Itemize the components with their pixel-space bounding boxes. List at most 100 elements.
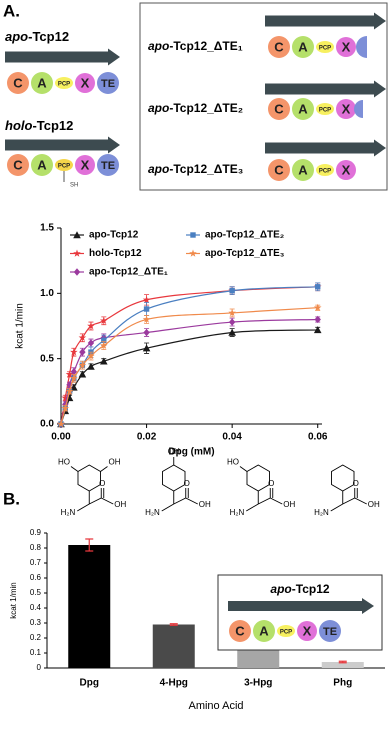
domain-label: PCP	[58, 164, 70, 170]
domain	[31, 154, 53, 176]
domain-label: A	[298, 101, 308, 116]
atom-label: O	[268, 479, 274, 488]
point	[315, 284, 321, 290]
x-tick-label: 4-Hpg	[160, 678, 188, 689]
arrow	[228, 598, 374, 614]
y-tick-label: 0.4	[30, 603, 42, 612]
atom-label: H₂N	[61, 508, 76, 517]
atom-label: OH	[168, 447, 180, 456]
legend-label: apo-Tcp12	[89, 230, 139, 241]
domain	[292, 36, 314, 58]
domain	[277, 625, 295, 637]
domain-label: PCP	[319, 108, 331, 114]
label-prefix: holo	[5, 118, 32, 133]
atom-label: O	[184, 479, 190, 488]
domain	[55, 159, 73, 171]
x-tick-label: 0.04	[222, 432, 242, 443]
label-prefix: apo	[5, 29, 28, 44]
bond	[70, 466, 79, 472]
domain-label: C	[274, 39, 284, 54]
point	[142, 315, 151, 323]
legend-label: holo-Tcp12	[89, 248, 142, 259]
series-line	[60, 318, 318, 425]
domain	[297, 621, 317, 641]
point	[228, 328, 236, 336]
atom-label: OH	[114, 500, 126, 509]
legend-marker	[73, 231, 81, 239]
x-tick-label: Phg	[333, 678, 352, 689]
x-tick-label: 3-Hpg	[244, 678, 272, 689]
domain	[316, 103, 334, 115]
domain	[319, 620, 341, 642]
arrow	[5, 48, 120, 66]
y-axis-label: kcat 1/min	[9, 582, 18, 618]
atom-label: OH	[283, 500, 295, 509]
domain-fragment	[356, 36, 367, 58]
point	[143, 328, 150, 337]
arrow	[5, 136, 120, 154]
thiol-label: SH	[70, 183, 78, 189]
y-tick-label: 1.0	[40, 288, 54, 299]
point	[142, 344, 151, 352]
domain-label: A	[37, 157, 47, 172]
legend-marker	[73, 268, 81, 276]
x-tick-label: Dpg	[80, 678, 99, 689]
point	[65, 370, 74, 378]
point	[61, 393, 70, 402]
label-name: -Tcp12	[32, 118, 73, 133]
label-prefix: apo	[270, 582, 291, 596]
domain-label: X	[303, 623, 312, 638]
ring	[331, 464, 355, 492]
domain-label: TE	[323, 626, 337, 638]
construct-label: apo-Tcp12_ΔTE₃	[148, 162, 243, 176]
domain	[253, 620, 275, 642]
domain	[336, 99, 356, 119]
point	[87, 322, 95, 330]
panel-label: A.	[3, 1, 20, 20]
domain	[7, 154, 29, 176]
domain-label: TE	[101, 160, 115, 172]
point	[101, 337, 107, 344]
panel-label: B.	[3, 489, 20, 508]
point	[99, 357, 108, 365]
domain-label: A	[298, 162, 308, 177]
point	[70, 374, 78, 382]
point	[99, 316, 108, 325]
domain	[268, 98, 290, 120]
point	[229, 288, 235, 294]
bonds	[77, 488, 114, 512]
legend-label: apo-Tcp12_ΔTE₁	[89, 267, 168, 278]
domain-label: PCP	[319, 169, 331, 175]
domain	[316, 164, 334, 176]
legend-label: apo-Tcp12_ΔTE₃	[205, 248, 285, 259]
y-tick-label: 1.5	[40, 223, 54, 234]
atom-label: O	[353, 479, 359, 488]
legend-marker	[190, 232, 196, 238]
domain	[292, 98, 314, 120]
point	[79, 348, 86, 356]
bar	[321, 662, 364, 668]
atom-label: HO	[227, 458, 239, 467]
domain	[268, 36, 290, 58]
label-prefix: apo	[148, 101, 169, 115]
y-tick-label: 0.2	[30, 633, 42, 642]
arrow	[265, 12, 386, 30]
y-tick-label: 0.3	[30, 618, 42, 627]
point	[143, 306, 150, 312]
x-tick-label: 0.00	[51, 432, 71, 443]
point	[78, 333, 87, 341]
label-name: -Tcp12_ΔTE₂	[169, 101, 243, 115]
domain	[229, 620, 251, 642]
domain	[55, 77, 73, 89]
y-tick-label: 0.5	[40, 353, 54, 364]
atom-label: OH	[368, 500, 380, 509]
domain-label: C	[235, 623, 245, 638]
domain-label: X	[81, 157, 90, 172]
domain-label: C	[274, 162, 284, 177]
domain-label: X	[81, 75, 90, 90]
y-tick-label: 0.7	[30, 558, 42, 567]
domain	[292, 159, 314, 181]
domain-label: PCP	[280, 630, 292, 636]
domain	[97, 154, 119, 176]
